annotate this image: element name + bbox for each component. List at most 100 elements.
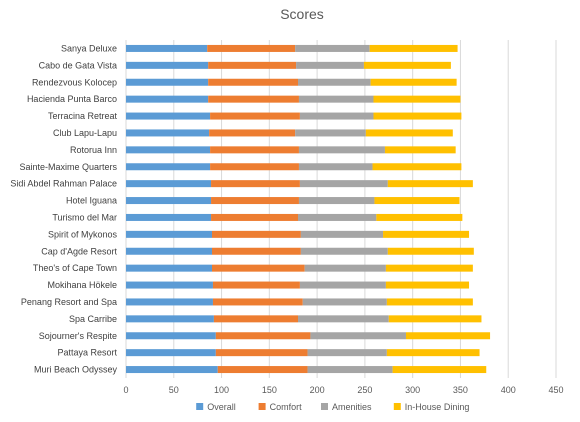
bar-segment <box>385 281 470 289</box>
bar-segment <box>126 247 212 255</box>
category-label: Sidi Abdel Rahman Palace <box>10 179 117 189</box>
bar-segment <box>126 332 216 340</box>
bar-segment <box>385 264 473 272</box>
x-tick-label: 300 <box>405 385 420 395</box>
bar-segment <box>212 247 301 255</box>
bar-segment <box>298 95 374 103</box>
bar-segment <box>208 95 299 103</box>
bar-segment <box>386 349 480 357</box>
bar-segment <box>126 95 209 103</box>
bar-segment <box>298 213 377 221</box>
bar-segment <box>210 146 299 154</box>
bar-segment <box>300 230 384 238</box>
bar-segment <box>295 129 366 137</box>
category-label: Sainte-Maxime Quarters <box>19 162 117 172</box>
legend-label: In-House Dining <box>405 402 470 412</box>
bar-segment <box>363 61 451 69</box>
category-label: Penang Resort and Spa <box>21 297 117 307</box>
bar-segment <box>211 213 298 221</box>
bar-segment <box>126 61 209 69</box>
bar-segment <box>304 264 386 272</box>
legend-label: Comfort <box>270 402 303 412</box>
bar-segment <box>208 78 298 86</box>
legend-swatch <box>321 403 328 410</box>
bar-segment <box>126 112 211 120</box>
bar-segment <box>310 332 406 340</box>
category-label: Sojourner's Respite <box>39 331 117 341</box>
legend: Overall Comfort Amenities In-House Dining <box>196 402 469 412</box>
category-label: Club Lapu-Lapu <box>53 128 117 138</box>
category-label: Muri Beach Odyssey <box>34 365 118 375</box>
x-tick-label: 150 <box>262 385 277 395</box>
legend-swatch <box>258 403 266 410</box>
bar-segment <box>126 230 212 238</box>
bar-segment <box>211 180 300 188</box>
bar-segment <box>126 315 214 323</box>
category-label: Cap d'Agde Resort <box>41 246 117 256</box>
bar-segment <box>298 163 373 171</box>
bar-segment <box>298 197 375 205</box>
bar-segment <box>299 281 386 289</box>
category-label: Sanya Deluxe <box>61 43 117 53</box>
bar-segment <box>217 366 308 374</box>
bar-segment <box>307 366 393 374</box>
category-label: Turismo del Mar <box>52 212 117 222</box>
bar-segment <box>365 129 453 137</box>
legend-swatch <box>393 403 401 410</box>
bar-segment <box>126 298 213 306</box>
bar-segment <box>211 197 299 205</box>
x-tick-label: 400 <box>501 385 516 395</box>
bar-segment <box>296 61 364 69</box>
bar-segment <box>388 315 482 323</box>
bar-segment <box>126 197 212 205</box>
bar-segment <box>209 129 296 137</box>
bar-segment <box>392 366 487 374</box>
bar-segment <box>307 349 387 357</box>
bar-segment <box>126 146 211 154</box>
x-tick-label: 0 <box>123 385 128 395</box>
bar-segment <box>370 78 457 86</box>
bar-segment <box>126 349 216 357</box>
bar-segment <box>372 163 462 171</box>
category-label: Pattaya Resort <box>57 348 117 358</box>
bar-segment <box>213 315 298 323</box>
bar-segment <box>126 213 212 221</box>
bar-segment <box>298 315 389 323</box>
x-tick-label: 50 <box>169 385 179 395</box>
bar-segment <box>126 78 209 86</box>
bar-segment <box>386 298 473 306</box>
category-label: Theo's of Cape Town <box>33 263 117 273</box>
bar-segment <box>126 129 210 137</box>
x-tick-label: 100 <box>214 385 229 395</box>
category-label: Hotel Iguana <box>66 196 117 206</box>
category-labels: Sanya Deluxe Cabo de Gata Vista Rendezvous… <box>10 43 117 374</box>
category-label: Rendezvous Kolocep <box>32 77 117 87</box>
bar-segment <box>126 180 212 188</box>
bar-segment <box>300 247 388 255</box>
x-tick-label: 200 <box>310 385 325 395</box>
bar-segment <box>295 44 370 52</box>
bar-segment <box>210 163 299 171</box>
bar-segment <box>369 44 458 52</box>
category-label: Spa Carribe <box>69 314 117 324</box>
bar-segment <box>210 112 300 120</box>
bar-segment <box>212 281 300 289</box>
category-label: Terracina Retreat <box>48 111 118 121</box>
bar-segment <box>208 61 297 69</box>
gridlines <box>125 40 557 378</box>
legend-swatch <box>196 403 204 410</box>
bar-segment <box>373 112 462 120</box>
x-tick-label: 450 <box>548 385 563 395</box>
category-label: Cabo de Gata Vista <box>39 60 117 70</box>
bar-segment <box>126 163 211 171</box>
bar-segment <box>298 78 371 86</box>
x-tick-label: 350 <box>453 385 468 395</box>
bar-segment <box>405 332 491 340</box>
category-label: Hacienda Punta Barco <box>27 94 117 104</box>
bar-segment <box>383 230 470 238</box>
bar-segment <box>298 146 385 154</box>
bar-segment <box>299 112 374 120</box>
category-label: Spirit of Mykonos <box>48 229 118 239</box>
bar-segment <box>387 247 474 255</box>
bar-segment <box>126 264 212 272</box>
